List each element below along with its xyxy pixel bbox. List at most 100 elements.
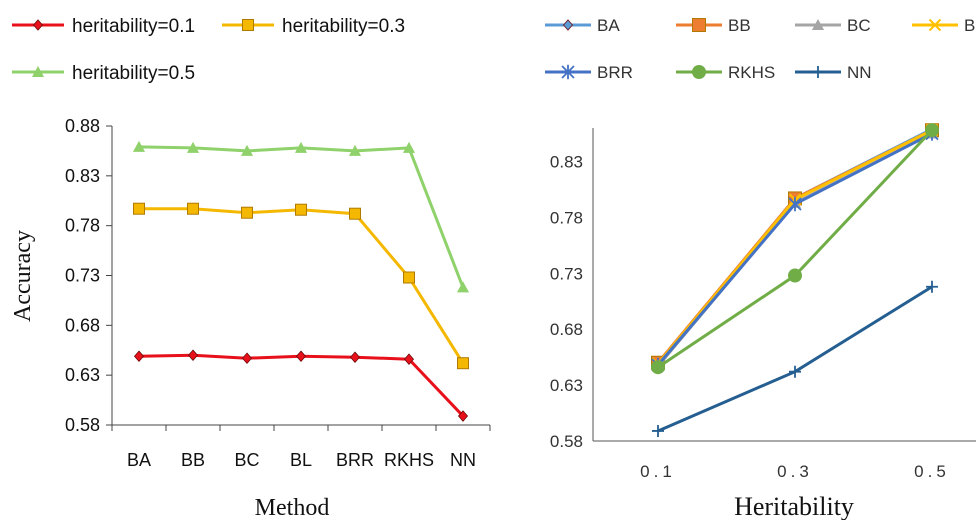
right-series-line [656, 132, 933, 368]
right-legend-label: BB [728, 16, 751, 35]
left-data-point [132, 140, 146, 152]
left-data-point [403, 353, 415, 366]
left-y-tick-label: 0.68 [65, 315, 100, 335]
right-legend-label: BC [847, 16, 871, 35]
right-y-tick-label: 0.78 [550, 208, 583, 227]
right-series-line [656, 127, 933, 365]
left-legend-marker [242, 19, 254, 31]
right-x-tick-label: 0.5 [914, 462, 950, 481]
right-legend-marker [812, 66, 824, 78]
right-series-6 [652, 280, 938, 437]
right-legend-item: BB [676, 16, 751, 35]
left-data-point [186, 141, 200, 153]
right-x-tick-label: 0.1 [640, 462, 676, 481]
right-x-axis-title: Heritability [734, 492, 854, 520]
left-y-tick-label: 0.73 [65, 266, 100, 286]
right-series-0 [652, 123, 938, 370]
left-data-point [133, 202, 145, 215]
left-legend-label: heritability=0.1 [72, 16, 195, 37]
right-series-line [657, 129, 934, 369]
left-series-line [138, 353, 465, 418]
right-legend-label: BL [964, 16, 976, 35]
left-x-axis-title: Method [255, 495, 330, 520]
right-series-line [656, 132, 933, 366]
left-x-tick-label: BRR [336, 450, 374, 470]
left-legend-item: heritability=0.1 [12, 16, 195, 37]
right-legend-marker [811, 18, 825, 30]
right-data-point [788, 268, 802, 283]
left-data-point [241, 206, 253, 219]
right-legend-label: RKHS [728, 63, 775, 82]
right-legend-marker [692, 65, 706, 79]
right-data-point [651, 360, 665, 375]
left-series-line [139, 207, 465, 365]
right-data-point [925, 123, 939, 138]
left-x-tick-label: BB [181, 450, 205, 470]
left-legend-item: heritability=0.5 [12, 63, 195, 84]
left-data-point [349, 351, 361, 364]
left-legend-item: heritability=0.3 [222, 16, 405, 37]
right-series-5 [651, 123, 939, 375]
left-y-tick-label: 0.83 [65, 166, 100, 186]
right-y-tick-label: 0.83 [550, 153, 583, 172]
right-series-1 [651, 123, 939, 370]
right-data-point [926, 280, 938, 293]
right-series-line [656, 128, 933, 364]
left-data-point [241, 352, 253, 365]
left-legend-marker [31, 65, 45, 77]
left-y-axis-title: Accuracy [10, 230, 36, 322]
left-data-point [349, 207, 361, 220]
right-series-line [656, 128, 933, 365]
right-legend-marker [692, 18, 706, 32]
right-x-tick-label: 0.3 [777, 462, 813, 481]
right-legend-label: NN [847, 63, 872, 82]
left-y-tick-label: 0.63 [65, 365, 100, 385]
left-data-point [403, 271, 415, 284]
left-series-2 [132, 140, 470, 293]
left-legend-marker [32, 19, 44, 31]
right-series-3 [651, 124, 939, 371]
left-legend-label: heritability=0.5 [72, 63, 195, 84]
left-data-point [402, 141, 416, 153]
right-legend-item: BA [545, 16, 620, 35]
right-legend-item: BC [795, 16, 871, 35]
left-data-point [457, 410, 469, 422]
left-x-tick-label: BL [290, 450, 312, 470]
right-legend-marker [928, 18, 942, 32]
right-series-line [657, 285, 933, 433]
right-legend-item: NN [795, 63, 872, 82]
left-data-point [240, 144, 254, 156]
right-legend-marker [561, 64, 575, 80]
left-y-tick-label: 0.88 [65, 116, 100, 136]
right-legend: BA BB BC BL BRR RKHS NN [545, 16, 976, 82]
right-y-tick-label: 0.68 [550, 320, 583, 339]
right-series-4 [651, 126, 939, 373]
left-chart-method-accuracy: 0.58 0.63 0.68 0.73 0.78 0.83 0.88 BA BB BC BL BRR R… [10, 16, 491, 520]
left-data-point [456, 281, 470, 293]
right-y-tick-label: 0.73 [550, 264, 583, 283]
left-x-tick-label: NN [450, 450, 476, 470]
right-data-point [652, 424, 664, 437]
left-series-1 [133, 202, 469, 370]
left-y-tick-label: 0.58 [65, 415, 100, 435]
left-data-point [295, 203, 307, 216]
left-series-0 [133, 349, 469, 422]
right-legend-item: RKHS [676, 63, 775, 82]
right-legend-label: BA [597, 16, 620, 35]
right-y-tick-label: 0.58 [550, 432, 583, 451]
left-data-point [348, 144, 362, 156]
left-data-point [295, 350, 307, 363]
right-legend-marker [562, 19, 574, 31]
right-series-2 [651, 127, 939, 372]
left-legend-label: heritability=0.3 [282, 16, 405, 37]
right-chart-heritability-accuracy: 0.58 0.63 0.68 0.73 0.78 0.83 0.1 0.3 0.5 Heritab… [545, 16, 976, 520]
left-x-tick-label: RKHS [384, 450, 434, 470]
left-y-tick-label: 0.78 [65, 216, 100, 236]
right-data-point [788, 196, 802, 212]
left-data-point [133, 350, 145, 363]
right-legend-label: BRR [597, 63, 633, 82]
left-x-tick-label: BC [234, 450, 259, 470]
left-series-line [138, 145, 465, 289]
right-legend-item: BRR [545, 63, 633, 82]
